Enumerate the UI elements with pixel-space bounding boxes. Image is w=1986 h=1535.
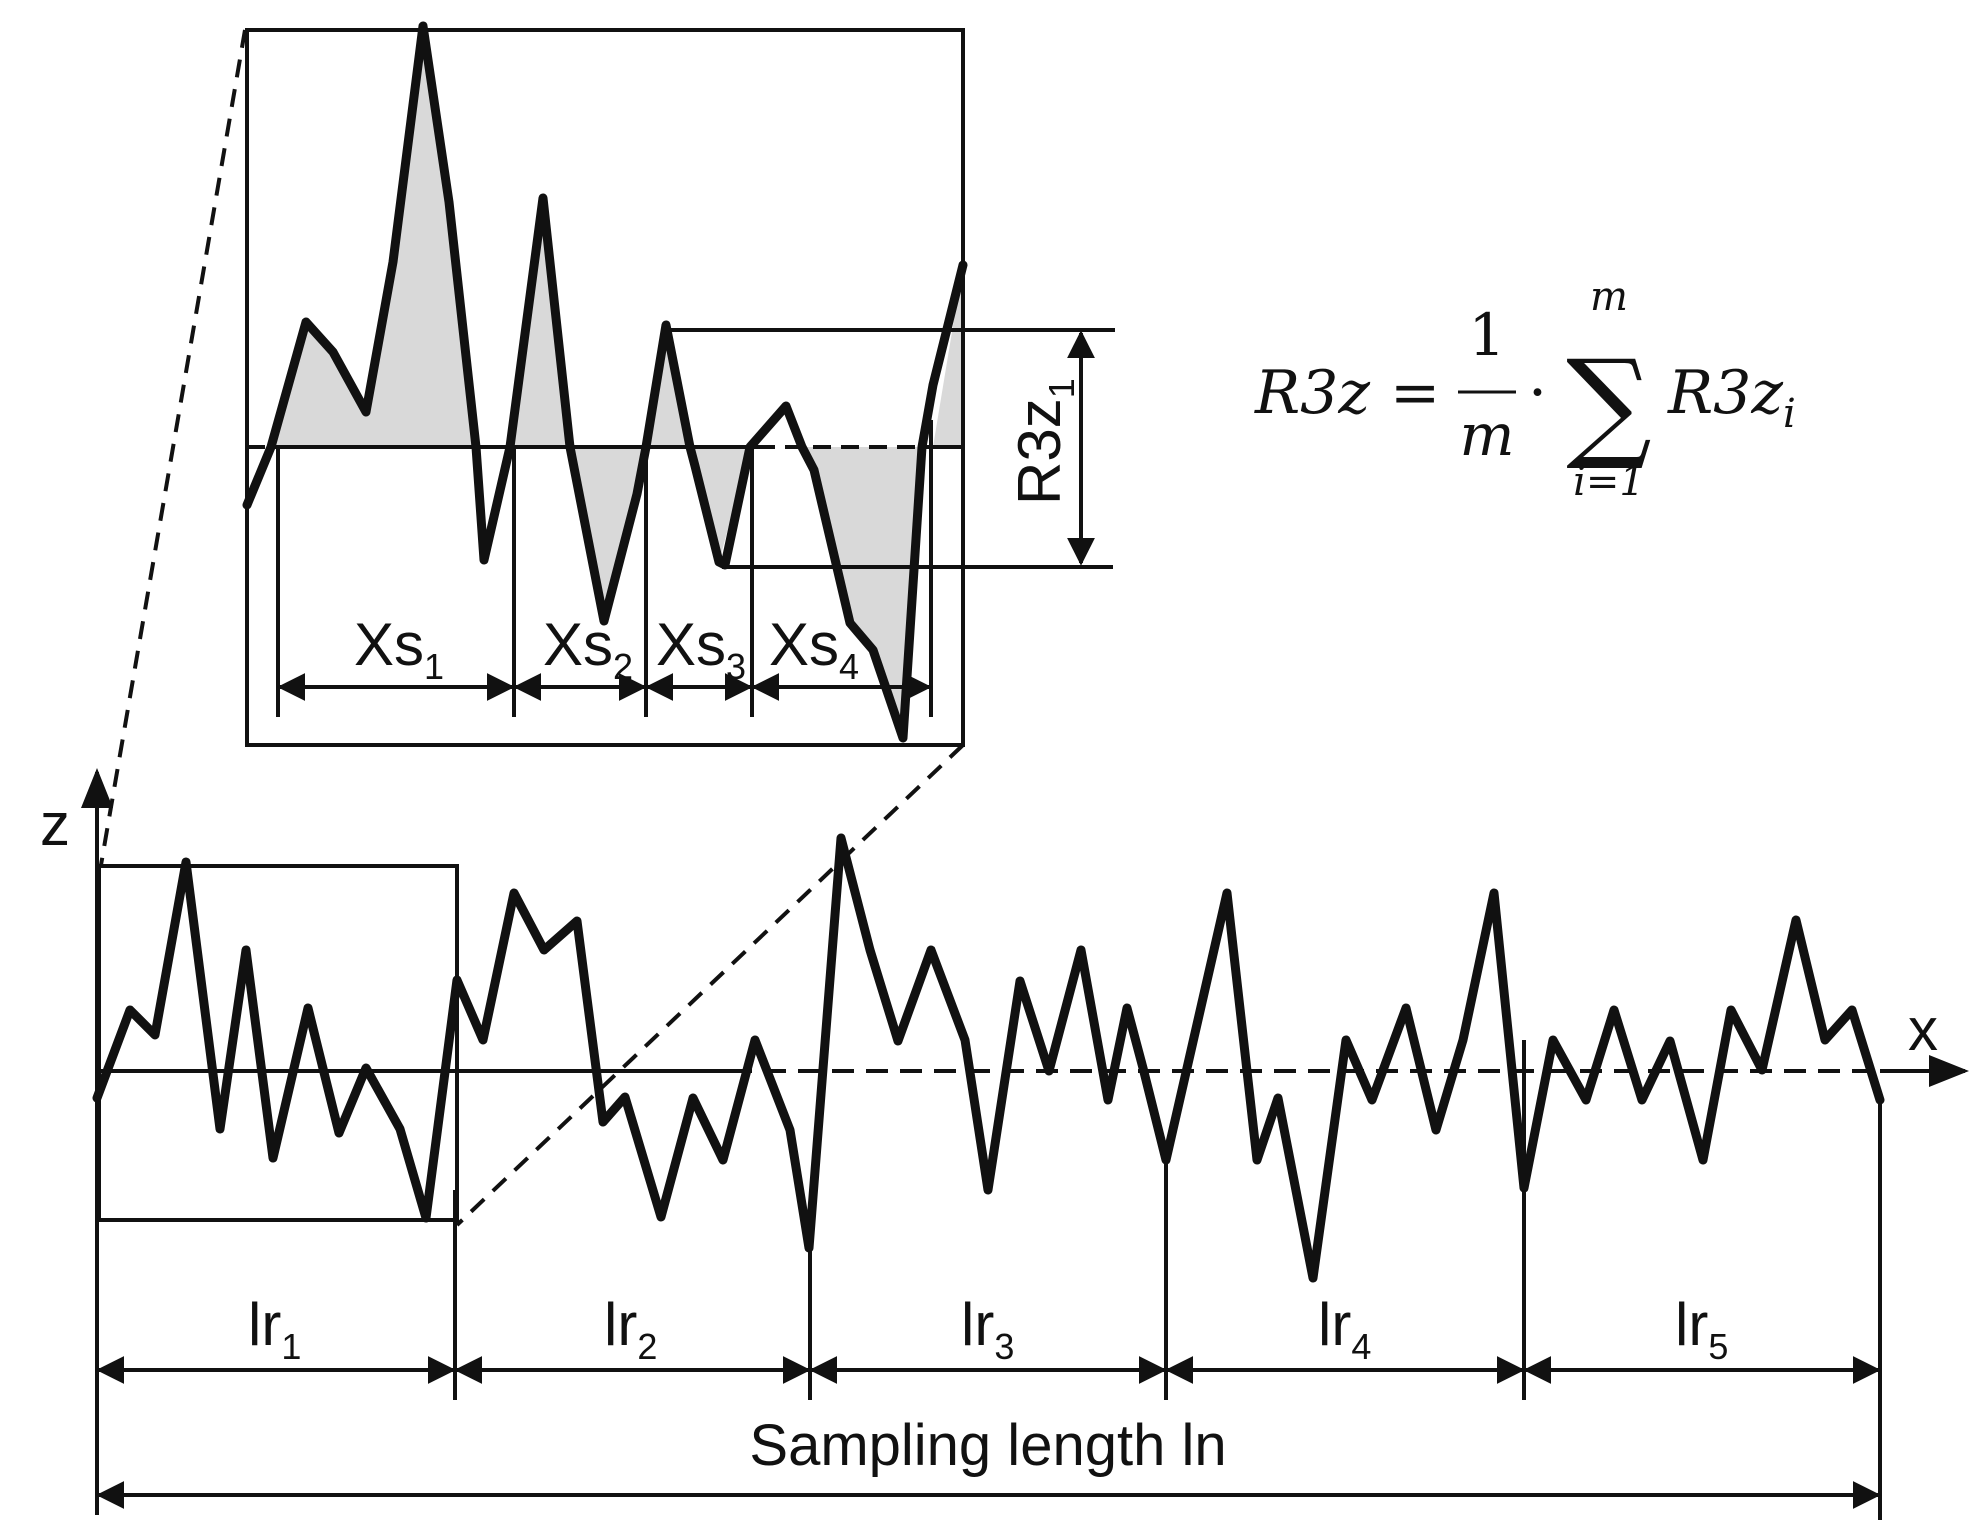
lr-3-label: lr3 — [961, 1291, 1014, 1367]
shaded-area-above-2 — [510, 198, 570, 447]
formula-term: R3zi — [1667, 358, 1796, 437]
shaded-area-above-3 — [646, 322, 690, 447]
formula-sigma: ∑ — [1566, 335, 1652, 474]
formula-upper-limit: m — [1590, 274, 1628, 320]
shaded-area-below-3 — [802, 447, 922, 738]
xs-1-label: Xs1 — [354, 611, 444, 687]
formula-lower-limit: i=1 — [1573, 459, 1645, 505]
formula-equals: = — [1390, 358, 1440, 428]
r3z-formula: R3z = 1 m · ∑ m i=1 R3zi — [1254, 274, 1796, 505]
lr-5-label: lr5 — [1675, 1291, 1728, 1367]
formula-lhs: R3z — [1254, 358, 1370, 428]
lr-1-label: lr1 — [248, 1291, 301, 1367]
sampling-length-label: Sampling length ln — [749, 1413, 1226, 1478]
main-profile-group: z x lr1 lr2 lr3 lr4 lr5 Sampling length … — [40, 768, 1969, 1520]
xs-2-label: Xs2 — [543, 611, 633, 687]
zoom-connector-left — [99, 29, 247, 866]
formula-numerator: 1 — [1469, 301, 1506, 369]
xs-3-label: Xs3 — [656, 611, 746, 687]
surface-profile-line — [92, 833, 1885, 1283]
z-axis-label: z — [40, 791, 70, 858]
lr-4-label: lr4 — [1318, 1291, 1371, 1367]
lr-2-label: lr2 — [604, 1291, 657, 1367]
x-axis-label: x — [1908, 996, 1938, 1063]
zoom-connector-right — [455, 743, 965, 1227]
zoom-inset: R3z1 Xs1 Xs2 Xs3 Xs4 — [242, 21, 1115, 747]
shaded-area-below-2 — [690, 447, 750, 562]
r3z-height-label: R3z1 — [1006, 378, 1082, 505]
xs-4-label: Xs4 — [769, 611, 859, 687]
selection-rectangle — [97, 864, 459, 1222]
shaded-area-below — [570, 447, 646, 621]
inset-frame — [245, 28, 965, 747]
formula-denominator: m — [1460, 401, 1515, 469]
formula-dot: · — [1528, 358, 1547, 428]
